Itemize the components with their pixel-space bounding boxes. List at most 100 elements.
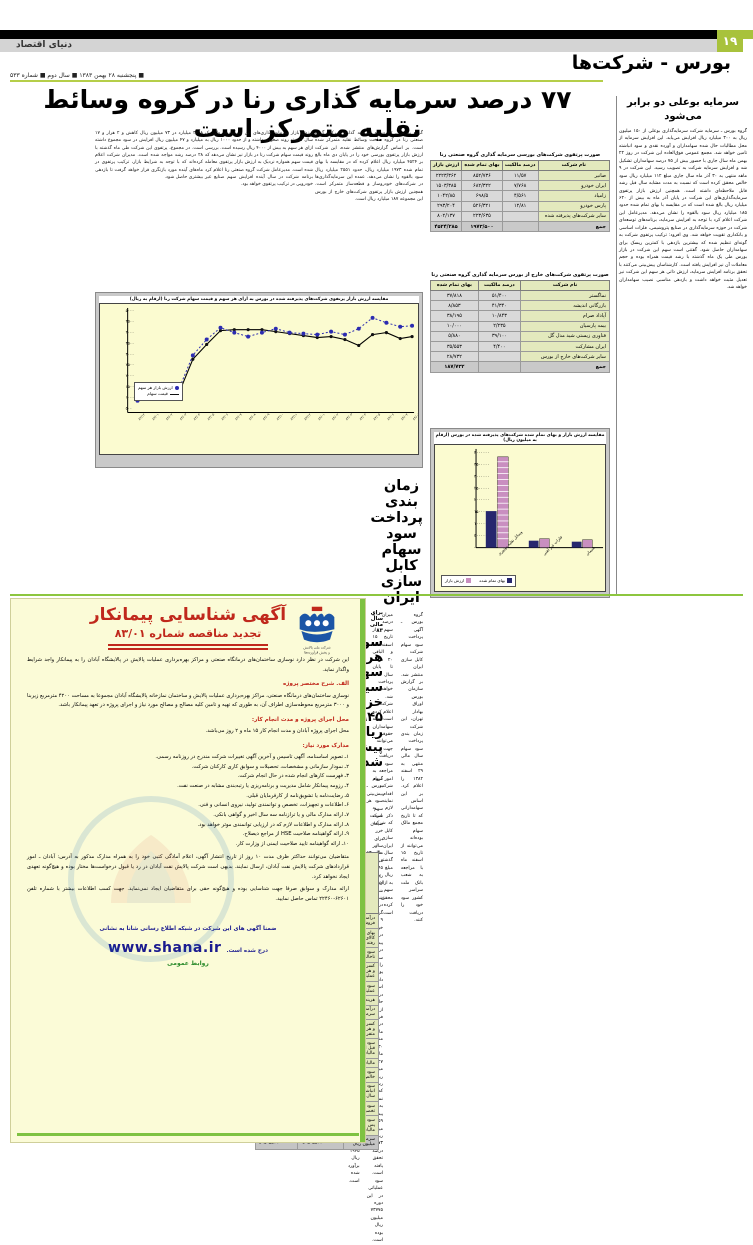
svg-text:۸۴/۰۴: ۸۴/۰۴ — [359, 412, 368, 421]
table1-caption: صورت پرتفوی شرکت‌های بورسی سرمایه گذاری … — [439, 152, 601, 158]
masthead: ۱۹ دنیای اقتصاد — [0, 30, 753, 52]
legend-label-cost: بهای تمام شده — [479, 577, 505, 583]
bar-chart-box: مقایسه ارزش بازار و بهای تمام شده شرکت‌ه… — [430, 428, 610, 598]
svg-text:۸۳/۱۱: ۸۳/۱۱ — [289, 412, 298, 421]
mid-article: زمان بندی پرداخت سود سهام کابل سازی ایرا… — [370, 478, 423, 924]
advertisement: شرکت ملی پالایش و پخش فرآورده‌ها آگهی شن… — [10, 598, 366, 1143]
table2: نام شرکت درصد مالکیت بهای تمام شده نماگس… — [430, 280, 610, 373]
ad-note: متقاضیان می‌توانند حداکثر ظرف مدت ۱۰ روز… — [27, 854, 349, 880]
cell-cost: ۲۸/۷۳۲ — [430, 351, 479, 363]
table-row: آپاداد صرام ۱۰/۸۴۳ ۳۸/۱۹۵ — [430, 310, 610, 322]
cell-pct — [477, 351, 522, 363]
svg-text:-: - — [474, 545, 476, 550]
ad-rules — [108, 644, 268, 650]
section-title: بورس - شرکت‌ها — [571, 52, 732, 74]
legend-line-black-icon — [169, 393, 179, 396]
cell-pct — [501, 220, 539, 233]
svg-text:۸۳/۱۰: ۸۳/۱۰ — [276, 412, 285, 421]
cell-value: ۱۵۰۳/۳۸۵ — [429, 180, 463, 192]
svg-text:۲۵۰۰: ۲۵۰۰ — [126, 362, 134, 367]
th-cost: بهای تمام شده — [461, 160, 503, 171]
svg-text:سیمان: سیمان — [585, 545, 596, 556]
cell-company: ایران مشارکت — [520, 340, 610, 353]
table-row: صانیر ۱۱/۵۷ ۸۵۲/۷۳۶ ۲۲۲۳/۳۶۲ — [429, 169, 611, 182]
cell-company: سایر شرکت‌های خارج از بورس — [520, 351, 610, 363]
sidebar-divider — [616, 96, 617, 596]
bar-chart-svg: ۴۰۰۰۰۰۰ ۳۵۰۰۰۰۰ ۳۰۰۰۰۰۰ ۲۵۰۰۰۰۰ ۲۰۰۰۰۰۰ … — [474, 448, 604, 556]
svg-text:۱۵۰۰: ۱۵۰۰ — [126, 384, 134, 389]
ad-intro: این شرکت در نظر دارد نوسازی ساختمان‌های … — [27, 657, 349, 673]
cell-pct — [477, 361, 522, 373]
svg-text:۸۳/۰۶: ۸۳/۰۶ — [220, 412, 229, 421]
svg-text:۸۳/۰۳: ۸۳/۰۳ — [179, 412, 188, 421]
header-rule — [10, 80, 603, 82]
svg-text:۲۰۰۰: ۲۰۰۰ — [126, 373, 134, 378]
cell-company: نماگستر — [520, 289, 610, 302]
bar-chart-plot: ۴۰۰۰۰۰۰ ۳۵۰۰۰۰۰ ۳۰۰۰۰۰۰ ۲۵۰۰۰۰۰ ۲۰۰۰۰۰۰ … — [434, 444, 606, 592]
svg-text:۸۴/۰۲: ۸۴/۰۲ — [331, 412, 340, 421]
mid-article-col2: میزان ۸۰ درصد سهم از تاریخ ۱۵ اسفند ماه … — [372, 613, 393, 916]
cell-company: زامیاد — [537, 190, 611, 202]
cell-cost: ۲۲۳/۶۳۵ — [461, 210, 503, 222]
table-row: ایران مشارکت ۴/۴۰۰ ۳۵/۵۵۳ — [430, 340, 610, 353]
ad-item: ۲ـ نمودار سازمانی و مشخصات، تحصیلات و سو… — [191, 763, 349, 770]
ad-url[interactable]: www.shana.ir — [107, 939, 222, 956]
cell-company: جمع — [520, 361, 610, 373]
table-row: بازرگانی اندیشه ۴۱/۳۴۰ ۸/۸۵۳ — [430, 300, 610, 312]
table1-body: صانیر ۱۱/۵۷ ۸۵۲/۷۳۶ ۲۲۲۳/۳۶۲ ایران خودرو ۷/۷… — [429, 169, 611, 233]
table-row-total: جمع ۱۸۷/۷۳۲ — [430, 361, 610, 373]
ad-footer: ضمنا آگهی های این شرکت در شبکه اطلاع رسا… — [11, 915, 365, 967]
svg-text:و پخش فرآورده‌ها: و پخش فرآورده‌ها — [304, 651, 330, 655]
sidebar-body: گروه بورس ـ سرمایه شرکت سرمایه‌گذاری بوع… — [619, 129, 747, 291]
ad-title: آگهی شناسایی پیمانکار — [89, 605, 287, 625]
svg-text:۱۰۰۰۰۰۰: ۱۰۰۰۰۰۰ — [474, 521, 489, 526]
cell-cost: ۸۵۲/۷۳۶ — [461, 169, 503, 182]
cell-pct: ۱۱/۵۷ — [501, 169, 539, 182]
svg-text:۸۳/۰۹: ۸۳/۰۹ — [262, 412, 271, 421]
svg-text:۱۵۰۰۰۰۰: ۱۵۰۰۰۰۰ — [474, 509, 489, 514]
table-row: سایر شرکت‌های پذیرفته شده ۲۲۳/۶۳۵ ۸۰۲/۱۳۷ — [429, 210, 611, 222]
cell-pct: ۴۱/۳۴۰ — [477, 300, 522, 312]
table-row: زامیاد ۴/۵۶۱ ۶۹۸/۵ ۱۰۴۲/۸۵ — [429, 190, 611, 202]
ad-section-b-body: محل اجرای پروژه آبادان و مدت انجام کار ۱… — [205, 728, 349, 735]
top-article-col3: ۳۷۹۸ میلیارد در ۷۳ میلیون ریال کاهش و ۲ … — [95, 131, 203, 181]
svg-text:۸۳/۰۵: ۸۳/۰۵ — [207, 412, 216, 421]
legend-label-market: ارزش بازار — [445, 577, 465, 583]
ad-note2: ارائه مدارک و سوابق صرفا جهت شناسایی بود… — [27, 886, 349, 902]
paper-logo: دنیای اقتصاد — [16, 40, 72, 50]
svg-text:۸۴/۰۶: ۸۴/۰۶ — [386, 412, 395, 421]
ad-green-bar — [360, 599, 365, 1142]
cell-value: ۸۰۲/۱۳۷ — [429, 210, 463, 222]
line-chart-plot: ۵۰۰۰ ۴۵۰۰ ۴۰۰۰ ۳۵۰۰ ۳۰۰۰ ۲۵۰۰ ۲۰۰۰ ۱۵۰۰ ۱۰۰۰… — [99, 303, 421, 455]
main-headline: ۷۷ درصد سرمایه گذاری رنا در گروه وسائط ن… — [43, 85, 572, 143]
svg-text:۸۳/۱۲: ۸۳/۱۲ — [303, 412, 312, 421]
bottom-article-kicker: برای سال مالی ۸۳ — [369, 610, 383, 634]
table-row: سایر شرکت‌های خارج از بورس ۲۸/۷۳۲ — [430, 351, 610, 363]
svg-text:۸۲/۱۲: ۸۲/۱۲ — [137, 412, 146, 421]
cell-company: فناوری زیستی شید مدل گل — [520, 330, 610, 342]
bottom-article-title: سود هر سهم سیمان خزر ۱۹۴۵ ریال پیش‌بینی … — [326, 635, 384, 770]
svg-text:شرکت ملی پالایش: شرکت ملی پالایش — [303, 645, 330, 649]
cell-value: ۲۲۲۳/۳۶۲ — [429, 169, 463, 182]
th-ownership: درصد مالکیت — [477, 280, 522, 291]
table-row: پارس خودرو ۱۲/۸۱ ۵۲۶/۳۲۱ ۲۹۳/۲۰۴ — [429, 200, 611, 212]
sidebar-article: سرمایه بوعلی دو برابر می‌شود گروه بورس ـ… — [619, 96, 747, 292]
legend-dot-blue-icon — [174, 386, 179, 391]
ad-section-a-body: نوسازی ساختمان‌های درمانگاه صنعتی، مراکز… — [27, 692, 349, 709]
legend-item-market: ارزش بازار — [445, 577, 472, 584]
legend-label-share-price: قیمت سهام — [147, 391, 168, 397]
svg-text:۵۰۰۰: ۵۰۰۰ — [126, 308, 134, 313]
svg-text:۳۵۰۰۰۰۰: ۳۵۰۰۰۰۰ — [474, 462, 489, 467]
svg-text:۸۳/۰۸: ۸۳/۰۸ — [248, 412, 257, 421]
cell-cost: ۵/۸۸۰ — [430, 330, 479, 342]
ad-item: ۶ـ اطلاعات و تجهیزات، تخصص و توانمندی تو… — [198, 802, 349, 809]
svg-text:۴۰۰۰: ۴۰۰۰ — [126, 330, 134, 335]
ad-item: ۸ـ ارائه مدارک و اطلاعات لازم که در ارزی… — [197, 821, 349, 828]
cell-pct: ۴/۴۰۰ — [477, 340, 522, 353]
legend-item-market-value: ارزش بازار هر سهم — [138, 385, 179, 391]
svg-text:۲۵۰۰۰۰۰: ۲۵۰۰۰۰۰ — [474, 485, 489, 490]
newspaper-page: ۱۹ دنیای اقتصاد بورس - شرکت‌ها ■ پنجشنبه… — [0, 30, 753, 1244]
ad-footer-tail: درج شده است. — [226, 947, 269, 954]
masthead-black-bar — [0, 30, 725, 39]
ad-item: ۱۰ـ ارائه گواهینامه تایید صلاحیت ایمنی ا… — [235, 840, 349, 847]
